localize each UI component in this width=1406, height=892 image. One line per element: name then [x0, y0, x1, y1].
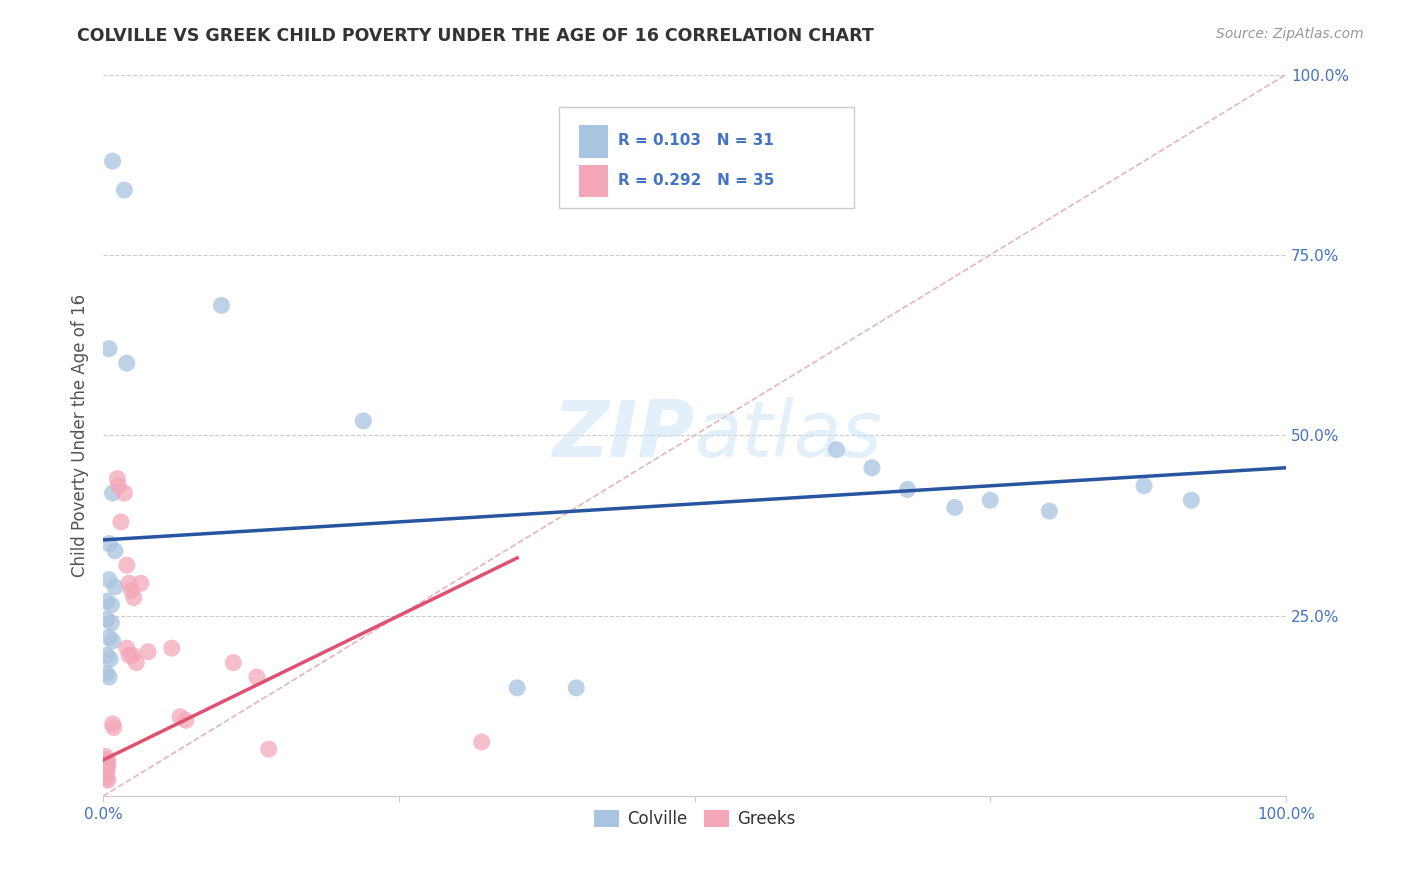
Point: [352, 414, 374, 428]
Point: [943, 500, 966, 515]
Point: [506, 681, 529, 695]
Point: [122, 591, 145, 605]
Point: [174, 714, 197, 728]
Point: [101, 154, 124, 169]
Point: [825, 442, 848, 457]
Text: Source: ZipAtlas.com: Source: ZipAtlas.com: [1216, 27, 1364, 41]
Y-axis label: Child Poverty Under the Age of 16: Child Poverty Under the Age of 16: [72, 293, 89, 577]
Point: [96, 766, 118, 780]
Point: [98, 631, 121, 645]
Point: [104, 543, 127, 558]
Point: [96, 612, 118, 626]
Point: [222, 656, 245, 670]
Point: [1038, 504, 1060, 518]
Point: [98, 342, 121, 356]
Point: [96, 771, 118, 785]
Point: [105, 472, 128, 486]
Point: [98, 573, 121, 587]
Point: [115, 641, 138, 656]
Text: COLVILLE VS GREEK CHILD POVERTY UNDER THE AGE OF 16 CORRELATION CHART: COLVILLE VS GREEK CHILD POVERTY UNDER TH…: [77, 27, 875, 45]
Legend: Colville, Greeks: Colville, Greeks: [586, 803, 803, 835]
Point: [115, 558, 138, 573]
Bar: [579, 125, 609, 158]
Point: [565, 681, 588, 695]
Point: [101, 634, 124, 648]
Point: [110, 515, 132, 529]
Point: [96, 759, 118, 773]
Point: [98, 652, 121, 666]
Text: ZIP: ZIP: [553, 397, 695, 474]
Point: [257, 742, 280, 756]
Point: [471, 735, 494, 749]
Point: [160, 641, 183, 656]
Point: [94, 764, 117, 778]
Point: [115, 356, 138, 370]
Point: [1180, 493, 1202, 508]
Point: [112, 183, 135, 197]
Point: [107, 479, 129, 493]
Point: [121, 648, 143, 663]
Point: [100, 598, 122, 612]
Point: [93, 762, 115, 776]
Point: [169, 709, 191, 723]
FancyBboxPatch shape: [558, 107, 855, 208]
Point: [96, 666, 118, 681]
Point: [97, 760, 120, 774]
Bar: [579, 165, 609, 197]
Point: [209, 298, 232, 312]
Point: [98, 536, 121, 550]
Point: [98, 670, 121, 684]
Point: [97, 755, 120, 769]
Point: [96, 753, 118, 767]
Point: [896, 483, 918, 497]
Text: R = 0.292   N = 35: R = 0.292 N = 35: [617, 173, 775, 188]
Point: [1133, 479, 1156, 493]
Point: [94, 769, 117, 783]
Point: [246, 670, 269, 684]
Point: [118, 648, 141, 663]
Point: [101, 486, 124, 500]
Point: [96, 648, 118, 663]
Point: [860, 460, 883, 475]
Point: [103, 721, 125, 735]
Point: [94, 749, 117, 764]
Point: [112, 486, 135, 500]
Point: [100, 615, 122, 630]
Point: [97, 773, 120, 788]
Point: [101, 717, 124, 731]
Text: atlas: atlas: [695, 397, 883, 474]
Text: R = 0.103   N = 31: R = 0.103 N = 31: [617, 134, 773, 148]
Point: [121, 583, 143, 598]
Point: [94, 756, 117, 771]
Point: [104, 580, 127, 594]
Point: [136, 645, 159, 659]
Point: [118, 576, 141, 591]
Point: [96, 594, 118, 608]
Point: [129, 576, 152, 591]
Point: [125, 656, 148, 670]
Point: [979, 493, 1001, 508]
